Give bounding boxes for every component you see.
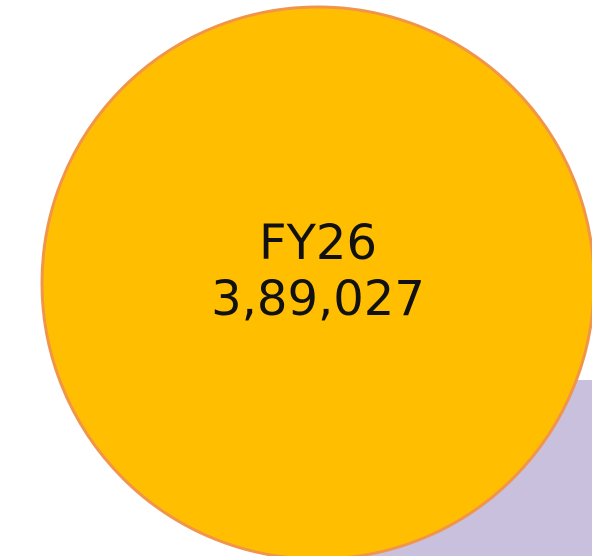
bubble — [40, 5, 592, 556]
bubble-value: 3,89,027 — [211, 271, 425, 327]
bubble-label: FY26 — [259, 215, 377, 271]
